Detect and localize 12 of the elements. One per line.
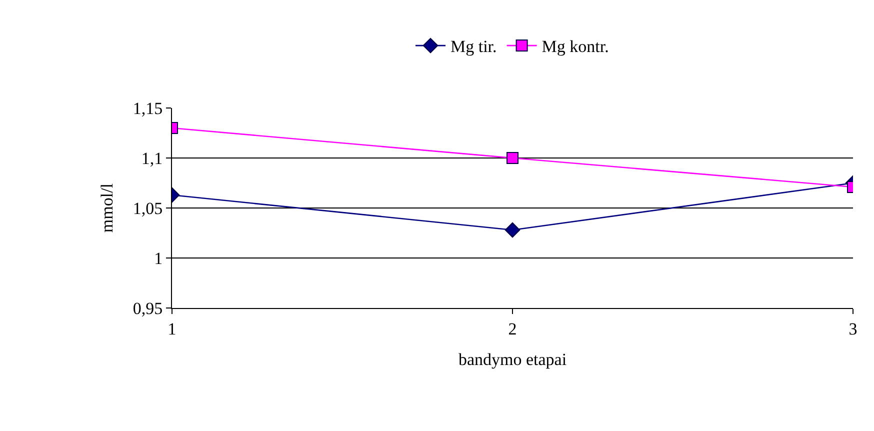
x-tick-label: 2 — [508, 319, 517, 338]
y-tick-label: 1,15 — [132, 98, 163, 118]
y-tick-label: 1 — [154, 248, 163, 268]
y-tick-label: 0,95 — [132, 298, 163, 318]
legend-label: Mg tir. — [450, 37, 497, 56]
x-axis-title: bandymo etapai — [458, 350, 567, 369]
y-tick-label: 1,1 — [141, 148, 163, 168]
y-tick-label: 1,05 — [132, 198, 163, 218]
legend-label: Mg kontr. — [542, 37, 609, 56]
x-tick-label: 3 — [848, 319, 858, 338]
x-tick-label: 1 — [168, 319, 176, 338]
y-axis-title: mmol/l — [97, 183, 116, 233]
